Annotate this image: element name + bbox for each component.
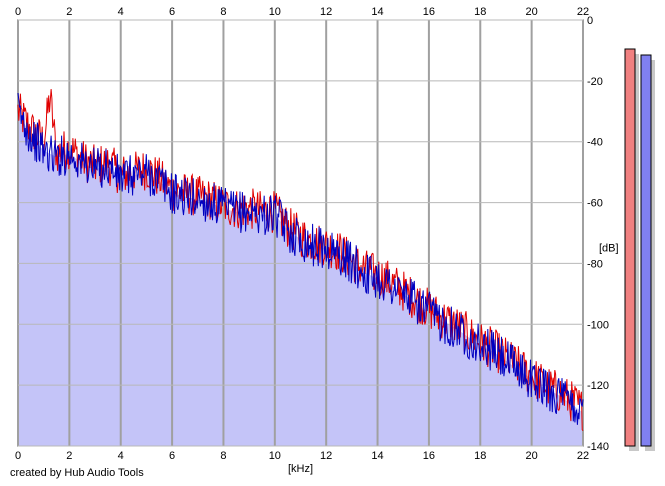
x-axis-label: [kHz] (288, 463, 313, 475)
y-tick-label: -20 (587, 76, 603, 88)
x-tick-label-top: 6 (169, 6, 175, 18)
y-tick-label: -60 (587, 198, 603, 210)
series-line-1 (17, 89, 584, 432)
y-tick-label: -120 (587, 380, 609, 392)
x-tick-label-bottom: 14 (371, 450, 383, 462)
x-tick-label-bottom: 22 (577, 450, 589, 462)
x-tick-label-top: 18 (474, 6, 486, 18)
level-meter-2 (640, 54, 652, 447)
y-tick-label: -80 (587, 258, 603, 270)
x-tick-label-top: 8 (220, 6, 226, 18)
series-line-2 (17, 93, 584, 425)
y-axis-label: [dB] (599, 242, 619, 254)
x-tick-label-bottom: 0 (15, 450, 21, 462)
x-tick-label-bottom: 6 (169, 450, 175, 462)
x-tick-label-bottom: 10 (269, 450, 281, 462)
x-tick-label-bottom: 8 (220, 450, 226, 462)
x-tick-label-top: 22 (577, 6, 589, 18)
x-tick-label-top: 0 (15, 6, 21, 18)
x-tick-label-top: 20 (526, 6, 538, 18)
x-tick-label-top: 12 (320, 6, 332, 18)
x-tick-label-bottom: 20 (526, 450, 538, 462)
x-tick-label-top: 2 (66, 6, 72, 18)
y-tick-label: -140 (587, 441, 609, 453)
credit-text: created by Hub Audio Tools (10, 467, 144, 479)
x-tick-label-top: 14 (371, 6, 383, 18)
level-meter-1 (624, 48, 636, 447)
x-tick-label-bottom: 4 (118, 450, 124, 462)
x-tick-label-bottom: 16 (423, 450, 435, 462)
x-tick-label-top: 4 (118, 6, 124, 18)
x-tick-label-bottom: 12 (320, 450, 332, 462)
x-tick-label-top: 16 (423, 6, 435, 18)
x-tick-label-top: 10 (269, 6, 281, 18)
x-tick-label-bottom: 2 (66, 450, 72, 462)
y-tick-label: -40 (587, 137, 603, 149)
y-tick-label: -100 (587, 319, 609, 331)
x-tick-label-bottom: 18 (474, 450, 486, 462)
spectrum-fill (18, 111, 583, 447)
y-tick-label: 0 (587, 15, 593, 27)
